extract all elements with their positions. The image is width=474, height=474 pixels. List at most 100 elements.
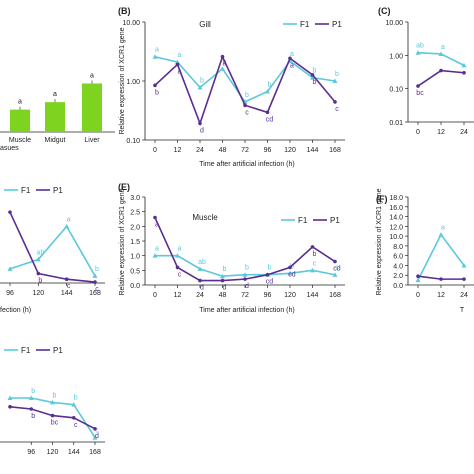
legend-label-f1-d: F1: [21, 186, 31, 195]
bar-muscle: [10, 109, 30, 132]
significance-letter-f1-g: b: [53, 392, 57, 399]
significance-letter-f1-e: b: [268, 265, 272, 272]
y-tick-label-f: 18.0: [389, 195, 403, 202]
legend-label-f1-g: F1: [21, 346, 31, 355]
x-tick-label-e: 0: [153, 292, 157, 299]
series-line-f1-d: [9, 224, 96, 277]
x-tick-label-e: 24: [196, 292, 204, 299]
data-point-f1-f: [461, 262, 467, 268]
data-point-f1-g: [92, 435, 98, 440]
significance-letter-f1-g: b: [74, 395, 78, 402]
data-point-p1-b: [198, 121, 202, 126]
x-tick-label-e: 120: [284, 292, 296, 299]
y-tick-label-e: 1.5: [130, 239, 140, 246]
significance-letter-f1-e: b: [290, 263, 294, 270]
x-axis-label-a: asues: [0, 145, 19, 152]
series-line-p1-c: [417, 69, 465, 87]
x-tick-label-b: 24: [196, 147, 204, 154]
data-point-p1-f: [439, 277, 443, 281]
significance-letter-p1-b: d: [200, 127, 204, 134]
chart-title-b: Gill: [199, 20, 211, 29]
significance-letter-p1-e: cd: [333, 266, 341, 273]
y-tick-label-f: 8.0: [393, 244, 403, 251]
data-point-p1-b: [243, 103, 247, 108]
data-point-f1-b: [197, 84, 203, 90]
data-point-f1-g: [71, 402, 77, 407]
y-tick-label-e: 3.0: [130, 195, 140, 202]
data-point-f1-e: [197, 266, 203, 271]
y-axis-label-b: Relative expression of XCR1 gene: [119, 27, 126, 134]
data-point-f1-g: [28, 395, 34, 400]
significance-letter-p1-d: c: [67, 283, 71, 290]
y-tick-label-f: 16.0: [389, 205, 403, 212]
data-point-p1-f: [416, 274, 420, 279]
data-point-f1-b: [152, 54, 158, 59]
significance-letter-p1-b: b: [313, 79, 317, 86]
data-point-f1-e: [242, 272, 248, 277]
y-tick-label-c: 0.01: [389, 120, 403, 127]
data-point-f1-e: [152, 253, 158, 258]
panel-label-c: (C): [378, 6, 391, 16]
x-tick-label-b: 168: [329, 147, 341, 154]
x-tick-label-a: Muscle: [9, 137, 31, 144]
data-point-p1-c: [462, 70, 466, 75]
data-point-f1-c: [461, 62, 467, 68]
data-point-p1-e: [265, 272, 270, 277]
data-point-f1-b: [220, 66, 225, 71]
data-point-f1-f: [415, 277, 421, 283]
significance-letter-f1-d: a: [67, 216, 71, 223]
y-tick-label-f: 0.0: [393, 283, 403, 290]
data-point-f1-e: [220, 273, 225, 279]
data-point-p1-e: [153, 215, 157, 220]
x-tick-label-e: 72: [241, 292, 249, 299]
y-tick-label-f: 2.0: [393, 273, 403, 280]
y-tick-label-b: 1.00: [126, 79, 140, 86]
y-tick-label-b: 10.00: [122, 20, 140, 27]
significance-letter-p1-e: b: [313, 251, 317, 258]
significance-letter-f1-b: b: [245, 92, 249, 99]
data-point-p1-b: [265, 110, 270, 115]
significance-letter-p1-e: cd: [288, 271, 296, 278]
legend-label-p1-g: P1: [53, 346, 63, 355]
data-point-f1-f: [438, 232, 444, 237]
data-point-p1-b: [153, 83, 157, 88]
data-point-f1-b: [265, 88, 270, 94]
x-tick-label-b: 12: [174, 147, 182, 154]
significance-letter-f1-c: a: [441, 44, 445, 51]
significance-letter-f1-b: b: [268, 81, 272, 88]
x-tick-label-b: 48: [219, 147, 227, 154]
x-tick-label-e: 48: [219, 292, 227, 299]
x-tick-label-g: 168: [89, 449, 101, 456]
data-point-f1-b: [310, 75, 315, 80]
y-tick-label-f: 4.0: [393, 263, 403, 270]
data-point-p1-e: [310, 245, 315, 249]
data-point-p1-b: [175, 62, 180, 67]
x-tick-label-d: 96: [6, 290, 14, 297]
x-tick-label-f: 12: [437, 292, 445, 299]
significance-letter-f1-b: a: [178, 52, 182, 59]
significance-letter-f1-g: c: [95, 428, 99, 435]
significance-letter-p1-e: c: [178, 271, 182, 278]
data-point-p1-e: [333, 259, 337, 264]
y-axis-label-e: Relative expression of XCR1 gene: [119, 188, 126, 295]
data-point-p1-d: [93, 280, 97, 284]
significance-letter-f1-b: b: [313, 68, 317, 75]
data-point-p1-d: [64, 277, 69, 282]
data-point-f1-g: [7, 395, 13, 400]
series-line-p1-d: [9, 211, 96, 283]
significance-letter-p1-e: d: [223, 285, 227, 292]
data-point-f1-c: [415, 50, 421, 55]
x-tick-label-c: 0: [416, 129, 420, 136]
y-tick-label-f: 14.0: [389, 215, 403, 222]
x-tick-label-f: 0: [416, 292, 420, 299]
panel-label-b: (B): [118, 6, 131, 16]
panel-label-f: (F): [376, 194, 388, 204]
significance-letter-p1-b: cd: [266, 116, 274, 123]
x-tick-label-g: 96: [27, 449, 35, 456]
panel-label-e: (E): [118, 182, 130, 192]
y-tick-label-f: 6.0: [393, 254, 403, 261]
bar-liver: [82, 83, 102, 132]
y-tick-label-c: 0.10: [389, 87, 403, 94]
x-axis-label-e: Time after artificial infection (h): [199, 307, 294, 314]
data-point-p1-g: [71, 416, 76, 420]
